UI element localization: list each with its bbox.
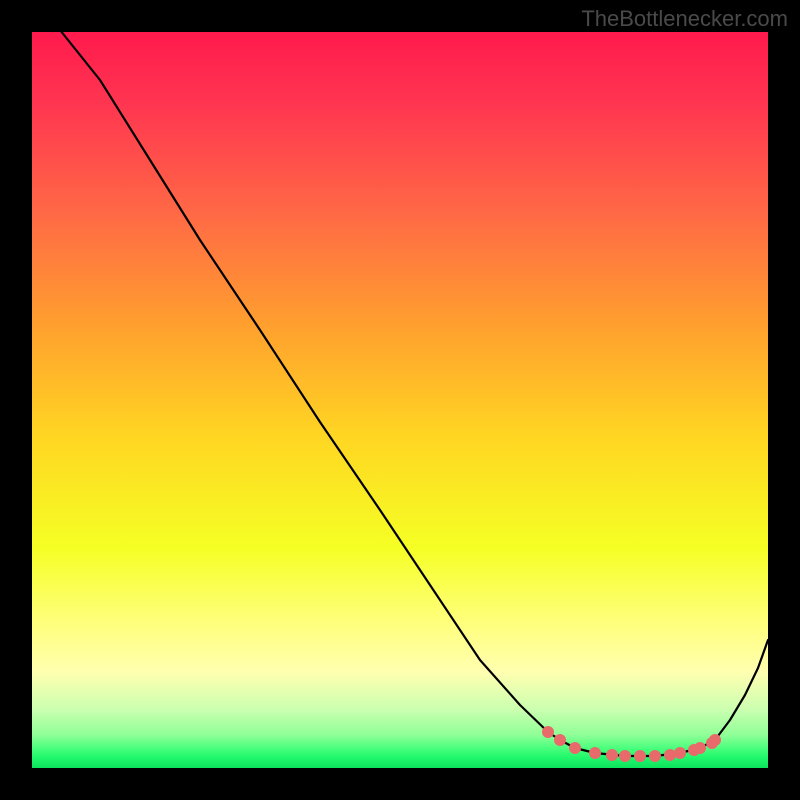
curve-marker: [569, 742, 581, 754]
curve-marker: [589, 747, 601, 759]
plot-svg: [0, 0, 800, 800]
curve-marker: [694, 742, 706, 754]
curve-marker: [554, 734, 566, 746]
plot-area: [0, 0, 800, 800]
watermark-text: TheBottlenecker.com: [581, 6, 788, 32]
curve-marker: [542, 726, 554, 738]
curve-marker: [709, 734, 721, 746]
curve-marker: [649, 750, 661, 762]
chart-container: TheBottlenecker.com: [0, 0, 800, 800]
curve-marker: [674, 747, 686, 759]
curve-marker: [664, 749, 676, 761]
curve-marker: [606, 749, 618, 761]
gradient-background: [32, 32, 768, 768]
curve-marker: [619, 750, 631, 762]
curve-marker: [634, 750, 646, 762]
